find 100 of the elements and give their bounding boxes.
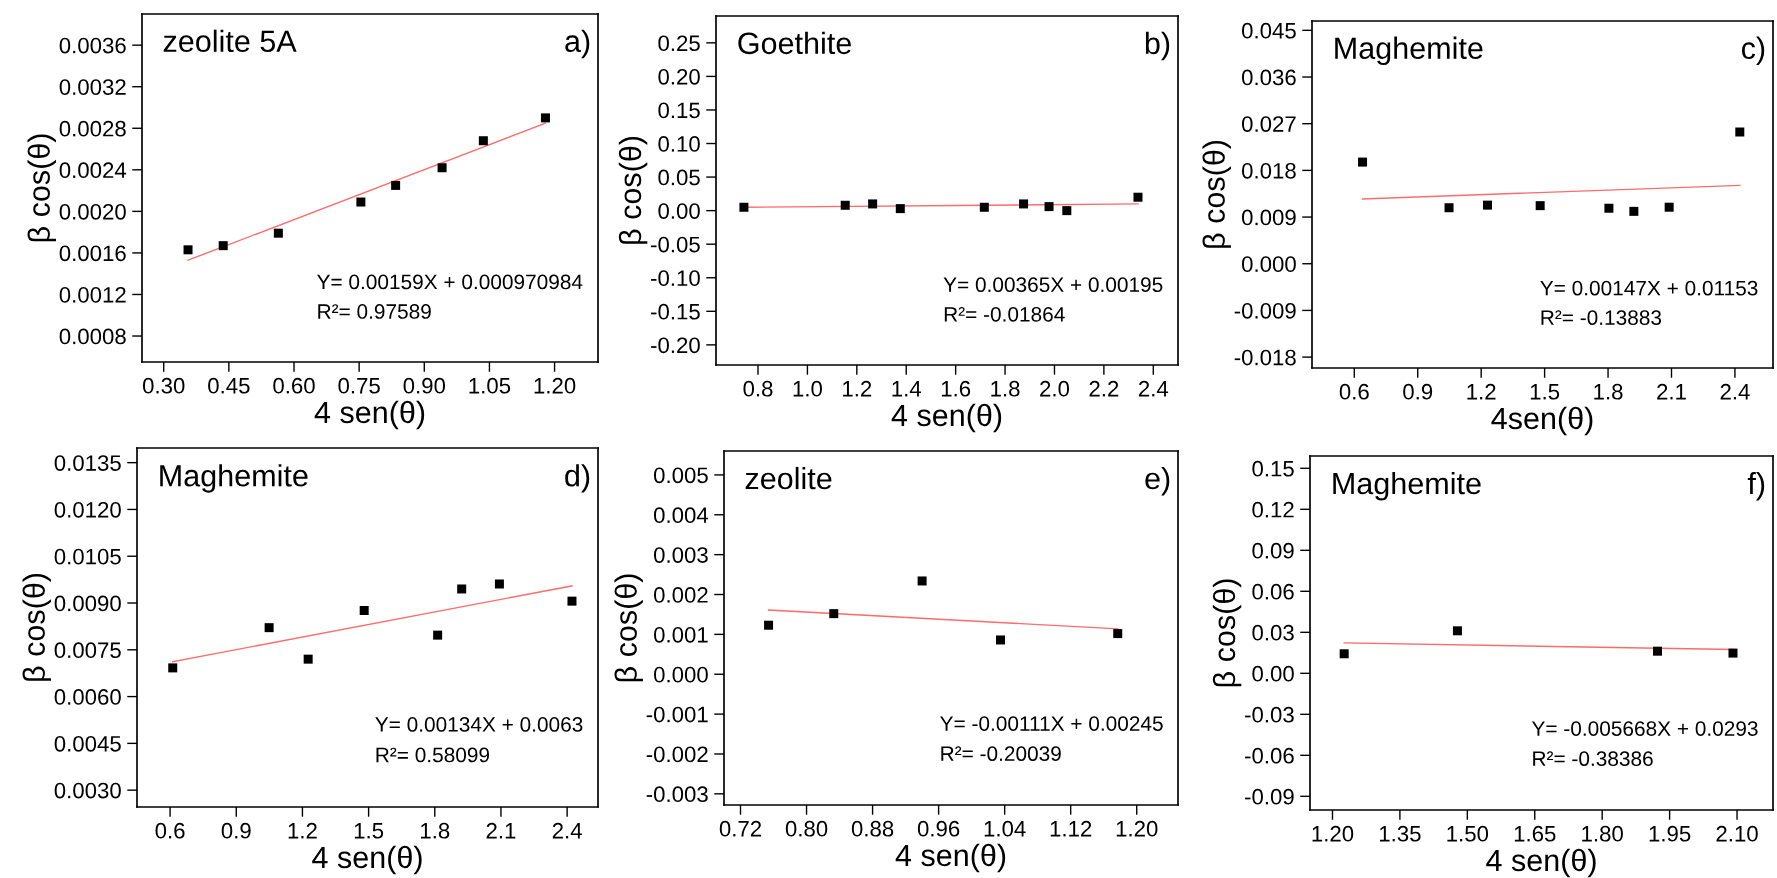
y-tick-label: -0.15: [651, 303, 700, 320]
x-tick-label: 1.20: [534, 377, 576, 394]
y-tick-label: 0.002: [653, 587, 708, 603]
point: [264, 623, 274, 633]
y-tick-label: -0.002: [646, 746, 708, 763]
point: [540, 113, 550, 123]
x-tick-label: 1.20: [1116, 820, 1158, 837]
x-tick-label: 0.6: [155, 822, 185, 839]
y-tick-label: -0.05: [651, 236, 700, 253]
x-tick-label: 1.2: [288, 822, 317, 839]
x-tick-label: 1.05: [469, 377, 511, 394]
point: [1452, 626, 1462, 636]
point: [1444, 203, 1454, 213]
x-tick-label: 1.80: [1582, 825, 1623, 842]
point: [1728, 648, 1738, 658]
y-tick-label: 0.12: [1252, 501, 1294, 518]
point: [273, 228, 283, 238]
y-tick-label: 0.0032: [59, 79, 126, 95]
x-tick-label: 0.80: [785, 820, 828, 837]
point: [183, 245, 193, 255]
annotation: Y= -0.005668X + 0.0293: [1531, 721, 1758, 736]
annotation: b): [1145, 31, 1170, 61]
point: [1483, 200, 1493, 210]
annotation: Y= 0.00147X + 0.01153: [1540, 280, 1758, 296]
point: [218, 241, 228, 251]
y-tick-label: 0.0120: [54, 501, 121, 518]
y-tick-label: 0.000: [1241, 256, 1296, 273]
chart-title: Maghemite: [1333, 471, 1481, 501]
x-tick-label: 1.65: [1514, 825, 1556, 842]
x-tick-label: 2.2: [1089, 380, 1119, 397]
point: [1358, 157, 1368, 167]
x-tick-label: 1.20: [1312, 825, 1354, 842]
x-tick-label: 1.6: [941, 380, 971, 397]
y-tick-label: 0.15: [658, 102, 700, 119]
annotation: e): [1145, 466, 1170, 496]
y-tick-label: 0.0030: [54, 782, 121, 799]
x-tick-label: 2.0: [1040, 380, 1070, 397]
y-tick-label: 0.004: [653, 507, 709, 524]
x-tick-label: 1.2: [1467, 383, 1496, 400]
y-tick-label: -0.20: [651, 337, 700, 354]
y-tick-label: 0.0105: [54, 548, 121, 565]
y-tick-label: 0.25: [658, 35, 700, 52]
point: [478, 136, 488, 146]
y-tick-label: -0.09: [1245, 788, 1294, 805]
x-tick-label: 2.1: [486, 822, 516, 839]
point: [1113, 629, 1123, 639]
x-axis-title: 4 sen(θ): [312, 845, 422, 875]
point: [1629, 206, 1639, 216]
x-tick-label: 0.30: [142, 377, 185, 394]
point: [1604, 203, 1614, 213]
x-tick-label: 0.45: [208, 377, 250, 394]
y-tick-label: 0.05: [658, 169, 700, 186]
point: [917, 576, 927, 586]
annotation: R²= 0.97589: [318, 304, 431, 319]
x-tick-label: 0.6: [1339, 383, 1369, 400]
annotation: Y= -0.00111X + 0.00245: [940, 716, 1163, 731]
y-axis-title: β cos(θ): [614, 574, 643, 682]
y-axis-title: β cos(θ): [1202, 140, 1231, 248]
y-tick-label: 0.0045: [54, 735, 121, 752]
y-tick-label: 0.018: [1241, 162, 1296, 179]
x-axis-title: 4 sen(θ): [895, 843, 1006, 873]
point: [457, 584, 467, 594]
x-tick-label: 1.8: [1594, 383, 1623, 400]
y-tick-label: 0.09: [1252, 542, 1294, 559]
annotation: R²= -0.38386: [1533, 751, 1653, 767]
chart-title: Maghemite: [1335, 36, 1483, 66]
x-tick-label: 1.50: [1447, 825, 1489, 842]
x-tick-label: 1.35: [1379, 825, 1421, 842]
y-axis-title: β cos(θ): [618, 136, 648, 244]
x-tick-label: 1.2: [843, 380, 872, 397]
y-tick-label: 0.009: [1241, 209, 1296, 226]
x-tick-label: 1.5: [354, 823, 384, 839]
y-tick-label: 0.0036: [59, 37, 126, 54]
y-tick-label: 0.0060: [54, 689, 121, 705]
y-tick-label: 0.045: [1241, 22, 1296, 39]
x-tick-label: 0.72: [719, 820, 762, 837]
x-tick-label: 1.95: [1649, 825, 1691, 842]
x-tick-label: 2.1: [1657, 383, 1686, 400]
y-tick-label: 0.005: [653, 467, 708, 484]
x-tick-label: 1.4: [892, 381, 922, 397]
x-tick-label: 0.9: [1403, 383, 1433, 400]
y-tick-label: -0.009: [1234, 302, 1296, 319]
y-tick-label: -0.018: [1234, 349, 1296, 366]
x-tick-label: 1.8: [421, 822, 450, 839]
y-tick-label: 0.00: [658, 203, 700, 219]
y-tick-label: -0.06: [1245, 747, 1294, 764]
x-axis-title: 4 sen(θ): [891, 403, 1002, 433]
y-tick-label: 0.0008: [59, 328, 126, 345]
annotation: R²= -0.13883: [1541, 310, 1662, 326]
y-tick-label: 0.10: [658, 136, 700, 152]
y-tick-label: 0.0090: [54, 595, 121, 612]
annotation: d): [565, 464, 590, 493]
annotation: R²= -0.20039: [941, 746, 1061, 762]
y-tick-label: 0.003: [653, 547, 708, 563]
x-tick-label: 0.75: [338, 377, 380, 394]
y-tick-label: 0.001: [653, 626, 708, 643]
point: [494, 579, 504, 589]
y-axis-title: β cos(θ): [22, 573, 51, 681]
point: [303, 654, 313, 664]
x-tick-label: 0.88: [851, 820, 894, 837]
